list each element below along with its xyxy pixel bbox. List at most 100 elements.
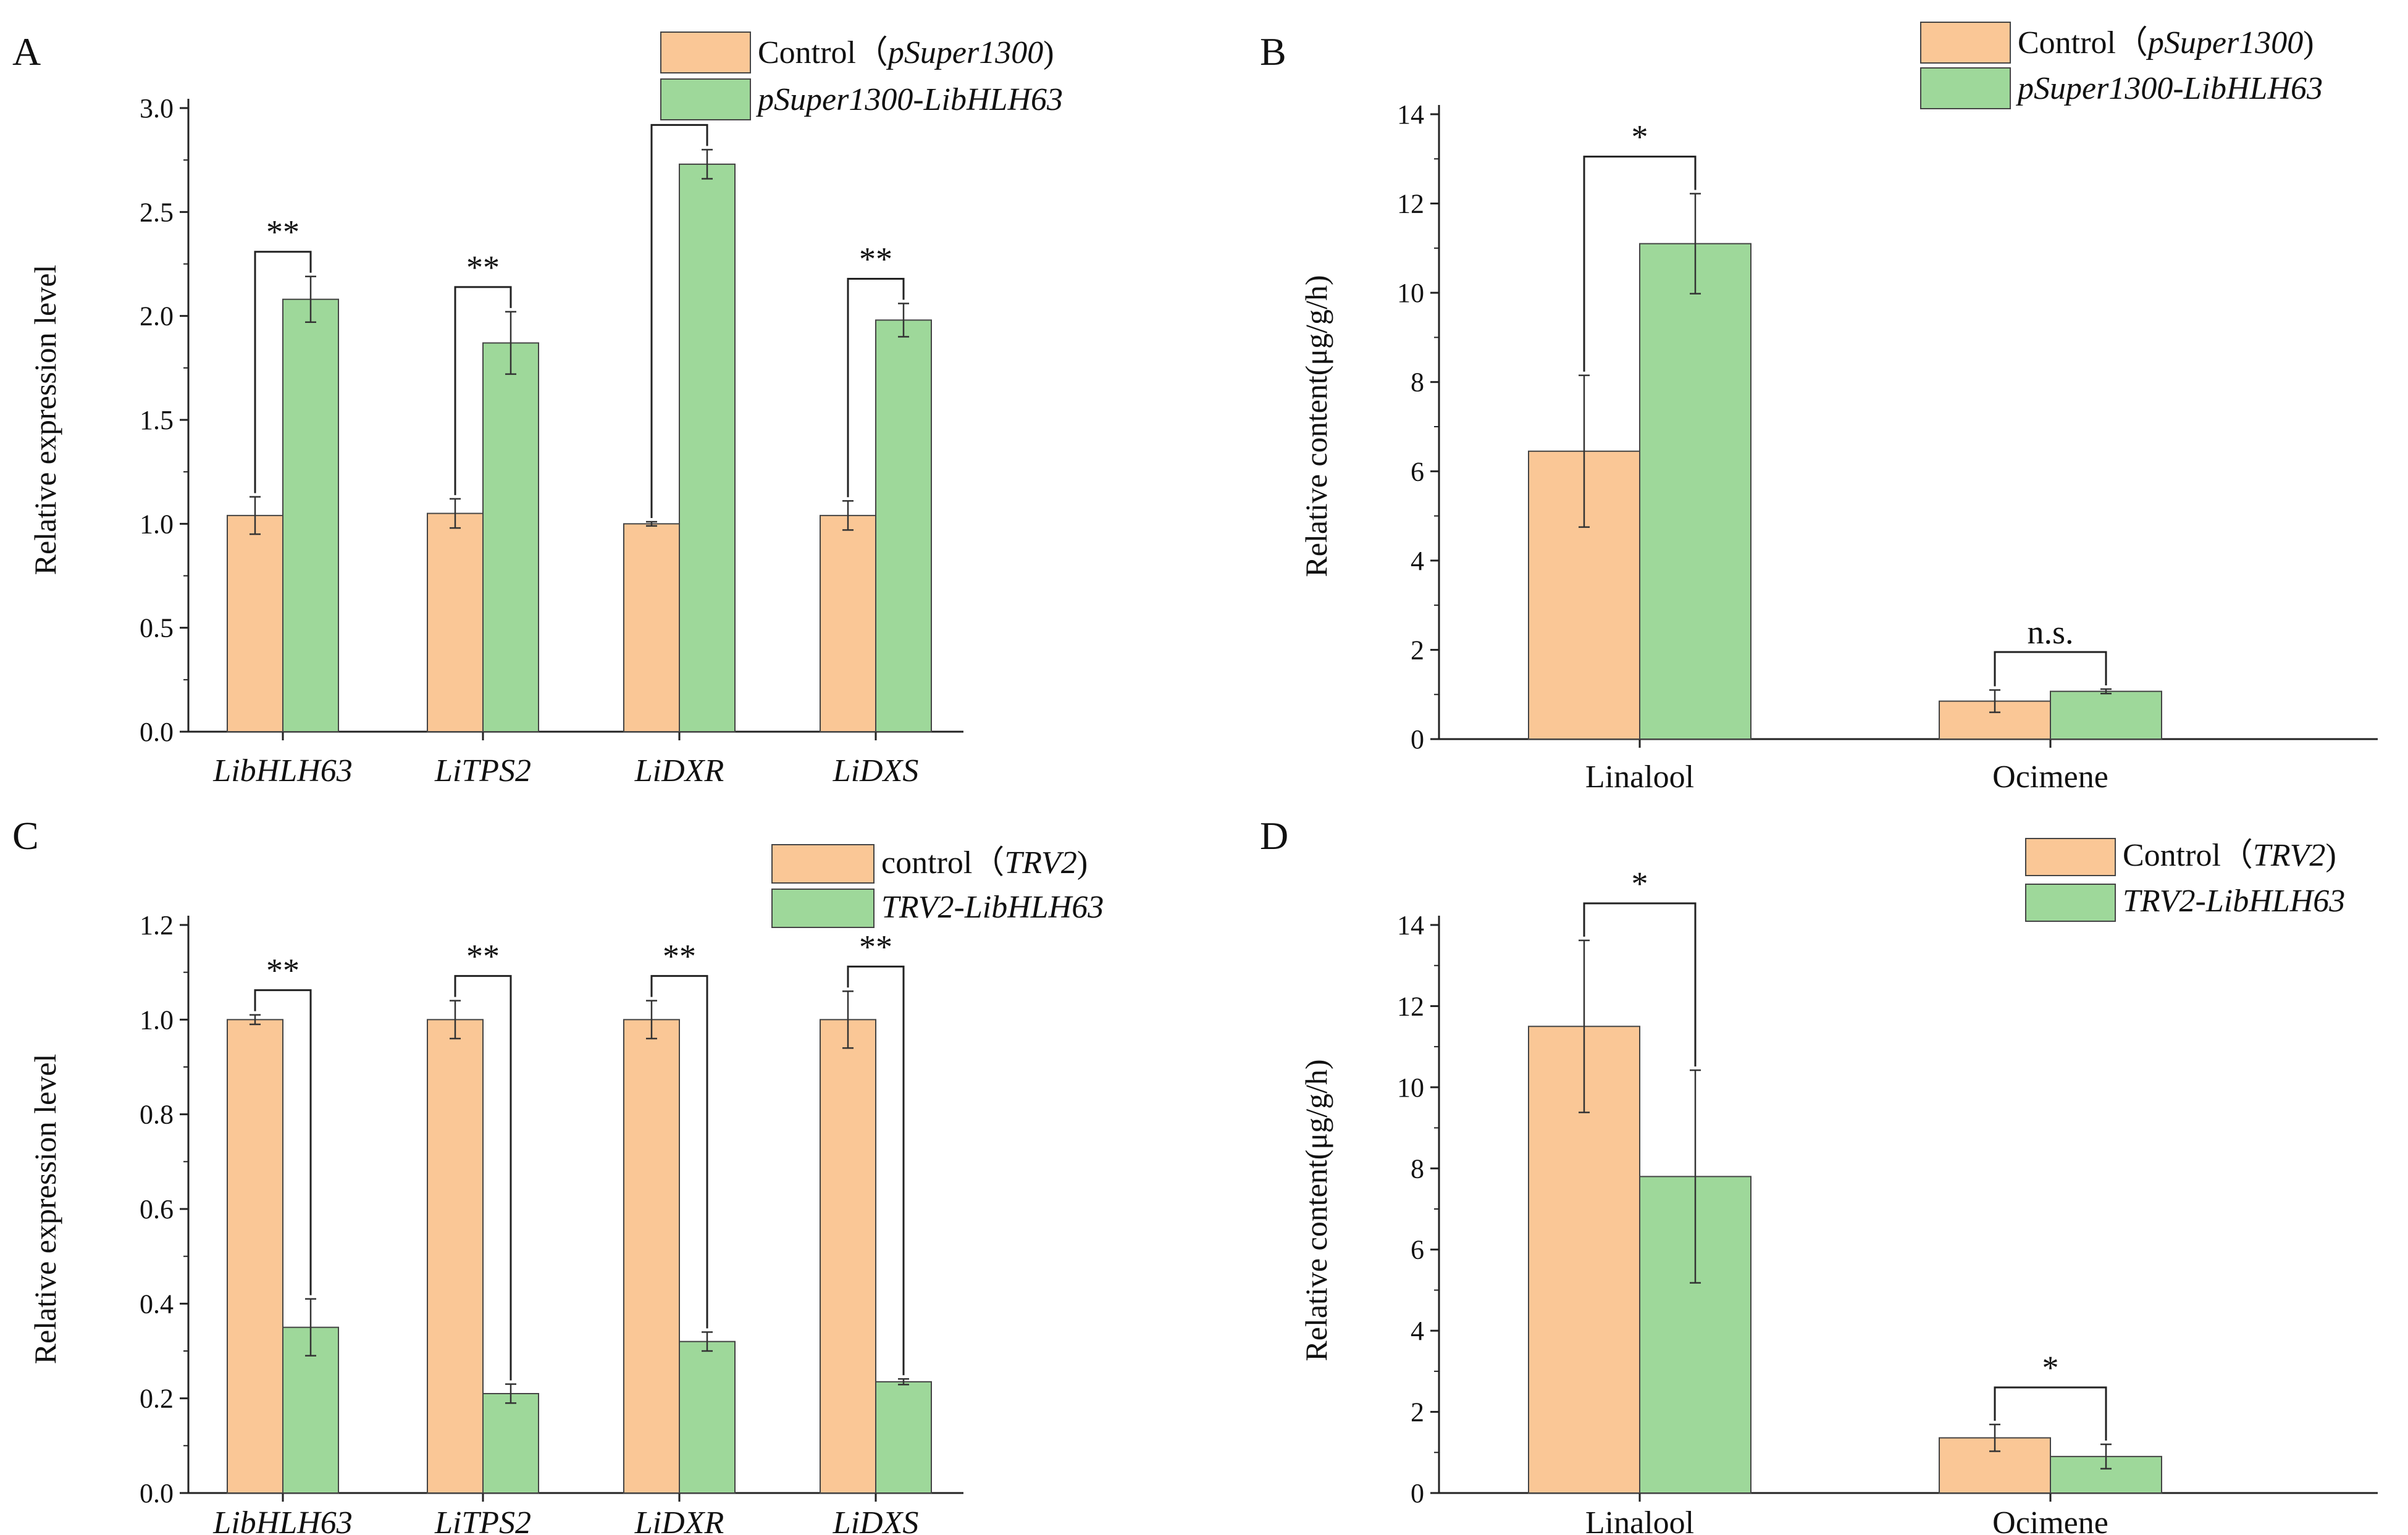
bar-control [623,1019,680,1494]
bar-treatment [2050,1455,2162,1494]
legend-label-control: Control（TRV2) [2123,838,2336,873]
significance-label: * [2042,1349,2059,1386]
y-tick-label: 0 [1411,1478,1424,1508]
legend-paren-close: ) [1077,845,1088,880]
legend-swatch-control [2025,838,2116,876]
y-tick-label: 2.5 [140,197,174,227]
bar-treatment [875,1381,932,1494]
y-tick-label: 0.8 [140,1100,174,1130]
x-category-label: Linalool [1585,1505,1694,1535]
x-category-label: LiDXR [634,1505,724,1535]
legend-label-construct: TRV2 [1004,845,1077,880]
bar-control [227,1019,283,1494]
significance-label: ** [466,249,500,286]
y-tick-label: 2 [1411,635,1424,665]
y-tick-label: 6 [1411,1235,1424,1265]
y-tick-label: 1.0 [140,509,174,539]
significance-bracket [454,975,512,1381]
significance-label: ** [466,938,500,975]
y-tick-label: 0.4 [140,1289,174,1319]
chart-panel-d: D 0 2 4 6 8 10 12 14 Relative content(μg/g/h) Lina… [1260,814,2378,1535]
panel-letter: C [12,814,39,858]
bar-treatment [679,1341,736,1494]
bar-treatment [679,163,736,732]
legend-label-construct: TRV2 [2253,838,2326,873]
y-tick-label: 1.5 [140,405,174,435]
y-tick-label: 0.5 [140,613,174,643]
legend-label-construct: TRV2-LibHLH63 [881,890,1104,925]
bar-control [820,514,876,732]
legend-paren-open: （ [2221,838,2253,873]
y-tick-label: 1.0 [140,1005,174,1035]
panel-letter: A [12,30,41,73]
y-tick-label: 6 [1411,456,1424,487]
significance-bracket [254,989,312,1295]
legend-paren-close: ) [2325,838,2336,873]
legend-label-treatment: pSuper1300-LibHLH63 [755,82,1063,117]
x-category-label: Ocimene [1992,1505,2108,1535]
significance-bracket [1583,156,1697,372]
x-category-label: LiDXS [833,1505,919,1535]
y-tick-label: 0 [1411,724,1424,755]
y-tick-label: 4 [1411,546,1424,576]
significance-label: ** [859,240,892,277]
legend-paren-close: ) [1043,35,1054,70]
significance-label: * [1632,119,1648,156]
legend-label-construct: pSuper1300-LibHLH63 [2015,71,2323,106]
y-tick-label: 12 [1397,991,1424,1021]
legend-swatch-control [1920,22,2011,64]
legend-label-control: control（TRV2) [881,845,1088,880]
legend-swatch-treatment [771,889,875,928]
significance-label: ** [266,952,300,989]
y-tick-label: 12 [1397,189,1424,219]
significance-bracket [650,975,708,1329]
bar-control [227,514,283,732]
y-tick-label: 10 [1397,1073,1424,1103]
legend-swatch-treatment [1920,67,2011,109]
legend-swatch-treatment [2025,884,2116,922]
chart-panel-b: B 0 2 4 6 8 10 12 14 Relative content(μg/g/h) Lina… [1260,22,2378,795]
legend-swatch-control [660,31,751,73]
significance-bracket [1583,902,1697,1067]
legend-swatch-treatment [660,78,751,120]
x-category-label: LiDXR [634,753,724,788]
bar-treatment [482,342,539,732]
panel-letter: D [1260,814,1288,858]
bar-control [427,512,484,732]
y-tick-label: 4 [1411,1316,1424,1346]
y-tick-label: 0.0 [140,717,174,747]
legend-label-name: control [881,845,972,880]
legend-label-construct: pSuper1300 [2146,25,2303,61]
significance-bracket [847,277,905,498]
bar-control [820,1019,876,1494]
significance-bracket [1994,1386,2107,1441]
legend-label-construct: TRV2-LibHLH63 [2123,884,2345,919]
y-tick-label: 8 [1411,1153,1424,1184]
y-tick-label: 10 [1397,278,1424,308]
legend-label-construct: pSuper1300 [886,35,1043,70]
legend-label-treatment: TRV2-LibHLH63 [881,890,1104,925]
legend-label-treatment: pSuper1300-LibHLH63 [2015,71,2323,106]
y-tick-label: 2 [1411,1397,1424,1428]
x-category-label: LiDXS [833,753,919,788]
legend-label-treatment: TRV2-LibHLH63 [2123,884,2345,919]
significance-bracket [1994,651,2107,687]
legend-label-control: Control（pSuper1300) [2018,25,2314,61]
bar-control [623,523,680,732]
y-axis-title: Relative content(μg/g/h) [1299,275,1333,577]
y-tick-label: 0.2 [140,1384,174,1414]
bar-treatment [2050,690,2162,740]
y-tick-label: 0.0 [140,1478,174,1508]
bar-treatment [482,1393,539,1494]
legend-label-construct: pSuper1300-LibHLH63 [755,82,1063,117]
y-tick-label: 14 [1397,910,1424,940]
chart-panel-a: A 0.0 0.5 1.0 1.5 2.0 2.5 3.0 Relative expressio… [12,30,1063,788]
x-category-label: Linalool [1585,759,1694,795]
legend-label-name: Control [758,35,856,70]
bar-treatment [1639,243,1751,740]
bar-control [427,1019,484,1494]
y-tick-label: 1.2 [140,910,174,940]
legend-label-control: Control（pSuper1300) [758,35,1054,70]
x-category-label: Ocimene [1992,759,2108,795]
